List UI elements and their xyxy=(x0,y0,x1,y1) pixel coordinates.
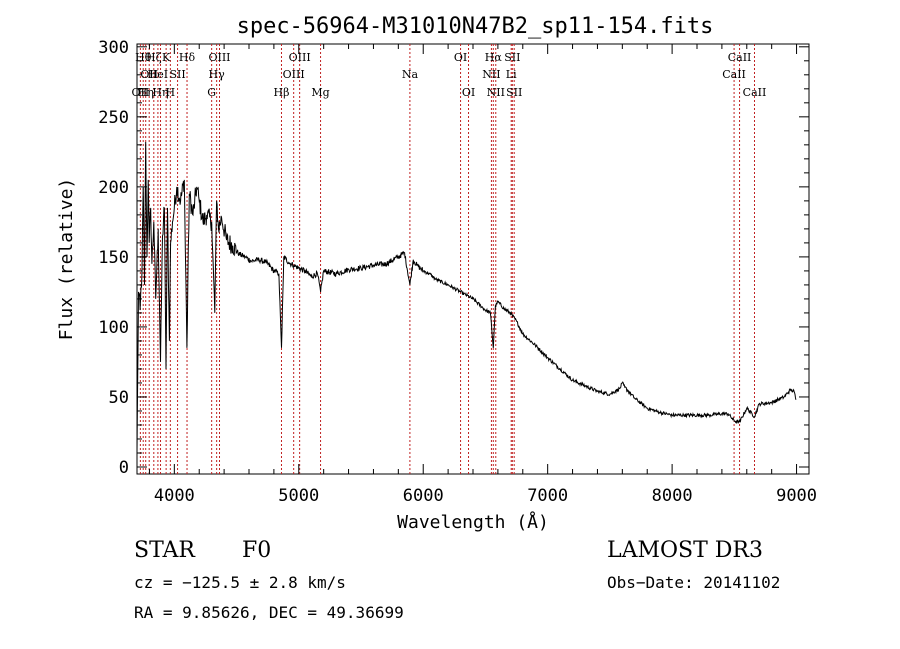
line-label: OIII xyxy=(289,51,311,64)
line-label: Mg xyxy=(311,86,329,99)
y-tick-label: 300 xyxy=(98,38,129,58)
line-label: NII xyxy=(482,68,500,81)
plot-frame xyxy=(136,43,810,475)
y-tick-label: 0 xyxy=(119,458,129,478)
y-tick-label: 200 xyxy=(98,178,129,198)
x-axis-ticks xyxy=(148,44,798,474)
coordinates: RA = 9.85626, DEC = 49.36699 xyxy=(134,603,404,622)
line-label: Hζ xyxy=(146,51,162,64)
y-tick-label: 250 xyxy=(98,108,129,128)
line-label: CaII xyxy=(728,51,752,64)
x-axis-tick-labels: 4000 5000 6000 7000 8000 9000 xyxy=(154,486,817,506)
line-label: OI xyxy=(454,51,467,64)
survey-name: LAMOST DR3 xyxy=(607,538,763,563)
object-subclass: F0 xyxy=(242,538,272,563)
x-tick-label: 9000 xyxy=(776,486,817,506)
line-label: SII xyxy=(506,86,522,99)
y-tick-label: 150 xyxy=(98,248,129,268)
observation-date: Obs−Date: 20141102 xyxy=(607,573,781,592)
line-label: Hγ xyxy=(209,68,226,81)
line-label: Hη xyxy=(138,86,154,99)
line-label: K xyxy=(162,51,171,64)
line-label: OII xyxy=(132,86,150,99)
line-label: SII xyxy=(504,51,520,64)
line-label: NII xyxy=(487,86,505,99)
line-label: Hδ xyxy=(179,51,196,64)
line-label: H xyxy=(166,86,176,99)
redshift-value: cz = −125.5 ± 2.8 km/s xyxy=(134,573,346,592)
y-tick-label: 50 xyxy=(109,388,129,408)
line-label: Hη xyxy=(152,86,168,99)
x-tick-label: 4000 xyxy=(154,486,195,506)
object-class: STAR xyxy=(134,538,195,563)
line-label: Hα xyxy=(485,51,503,64)
line-label: OII xyxy=(140,68,158,81)
line-label: Na xyxy=(402,68,419,81)
line-label: OI xyxy=(462,86,475,99)
emission-line-labels: OIIHθHηOIIHζHeIHηKHSIIHδGHγOIIIHβOIIIOII… xyxy=(132,51,767,99)
x-tick-label: 6000 xyxy=(403,486,444,506)
y-axis-ticks xyxy=(137,46,809,468)
x-tick-label: 8000 xyxy=(652,486,693,506)
x-tick-label: 5000 xyxy=(278,486,319,506)
line-label: OIII xyxy=(208,51,230,64)
y-axis-label: Flux (relative) xyxy=(56,178,77,341)
line-label: OIII xyxy=(283,68,305,81)
line-label: Hβ xyxy=(274,86,290,99)
line-label: HeI xyxy=(148,68,168,81)
spectrum-line xyxy=(136,141,797,454)
y-tick-label: 100 xyxy=(98,318,129,338)
line-label: G xyxy=(207,86,216,99)
line-label: SII xyxy=(169,68,185,81)
y-axis-tick-labels: 0 50 100 150 200 250 300 xyxy=(98,38,129,478)
line-label: CaII xyxy=(743,86,767,99)
x-axis-label: Wavelength (Å) xyxy=(397,511,549,533)
line-label: CaII xyxy=(722,68,746,81)
chart-title: spec-56964-M31010N47B2_sp11-154.fits xyxy=(237,14,714,39)
emission-line-markers xyxy=(139,44,755,474)
x-tick-label: 7000 xyxy=(527,486,568,506)
line-label: Li xyxy=(506,68,517,81)
